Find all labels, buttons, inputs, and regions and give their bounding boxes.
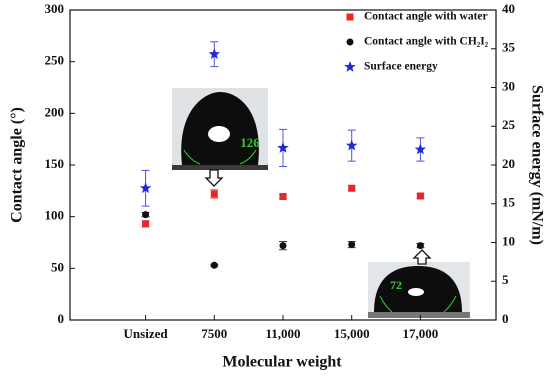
point xyxy=(139,182,152,194)
point xyxy=(348,184,356,192)
legend-label: Contact angle with CH₂I₂ xyxy=(364,36,489,48)
y-tick-label: 50 xyxy=(51,259,64,274)
y2-tick-label: 40 xyxy=(502,1,515,16)
arrow xyxy=(412,249,432,265)
x-tick-label: 17,000 xyxy=(403,326,439,341)
point xyxy=(208,48,220,59)
y-tick-label: 250 xyxy=(45,53,65,68)
point xyxy=(142,220,150,228)
point xyxy=(416,192,424,200)
point xyxy=(279,242,287,250)
y2-tick-label: 30 xyxy=(502,78,515,93)
y2-tick-label: 20 xyxy=(502,156,515,171)
y-tick-label: 0 xyxy=(58,311,65,326)
point xyxy=(416,242,424,250)
y2-axis-title: Surface energy (mN/m) xyxy=(528,85,545,245)
x-tick-label: 7500 xyxy=(201,326,227,341)
point xyxy=(210,261,218,269)
y2-tick-label: 10 xyxy=(502,233,515,248)
legend-marker xyxy=(346,38,354,46)
y-tick-label: 100 xyxy=(45,208,65,223)
y2-tick-label: 0 xyxy=(502,311,509,326)
x-axis-title: Molecular weight xyxy=(222,354,342,371)
arrow xyxy=(204,169,224,187)
point xyxy=(348,241,356,249)
y-tick-label: 150 xyxy=(45,156,65,171)
x-tick-label: 15,000 xyxy=(334,326,370,341)
point xyxy=(142,211,150,219)
y2-tick-label: 15 xyxy=(502,195,516,210)
point xyxy=(279,193,287,201)
angle-annotation: 72 xyxy=(390,278,402,292)
legend-marker xyxy=(344,61,356,72)
y-tick-label: 300 xyxy=(45,1,65,16)
point xyxy=(346,139,358,151)
point xyxy=(277,142,289,153)
point xyxy=(210,190,218,198)
legend-label: Surface energy xyxy=(364,61,438,73)
x-tick-label: 11,000 xyxy=(265,326,300,341)
y2-tick-label: 25 xyxy=(502,117,516,132)
y-axis-title: Contact angle (°) xyxy=(9,107,26,223)
y-tick-label: 200 xyxy=(45,104,65,119)
droplet-inset: 72 xyxy=(368,262,470,318)
angle-annotation: 126 xyxy=(240,135,260,150)
legend-marker xyxy=(346,13,354,21)
legend-label: Contact angle with water xyxy=(364,11,488,23)
x-tick-label: Unsized xyxy=(124,326,169,341)
point xyxy=(414,143,427,155)
droplet-inset: 126 xyxy=(172,88,268,170)
y2-tick-label: 5 xyxy=(502,272,509,287)
y2-tick-label: 35 xyxy=(502,40,516,55)
